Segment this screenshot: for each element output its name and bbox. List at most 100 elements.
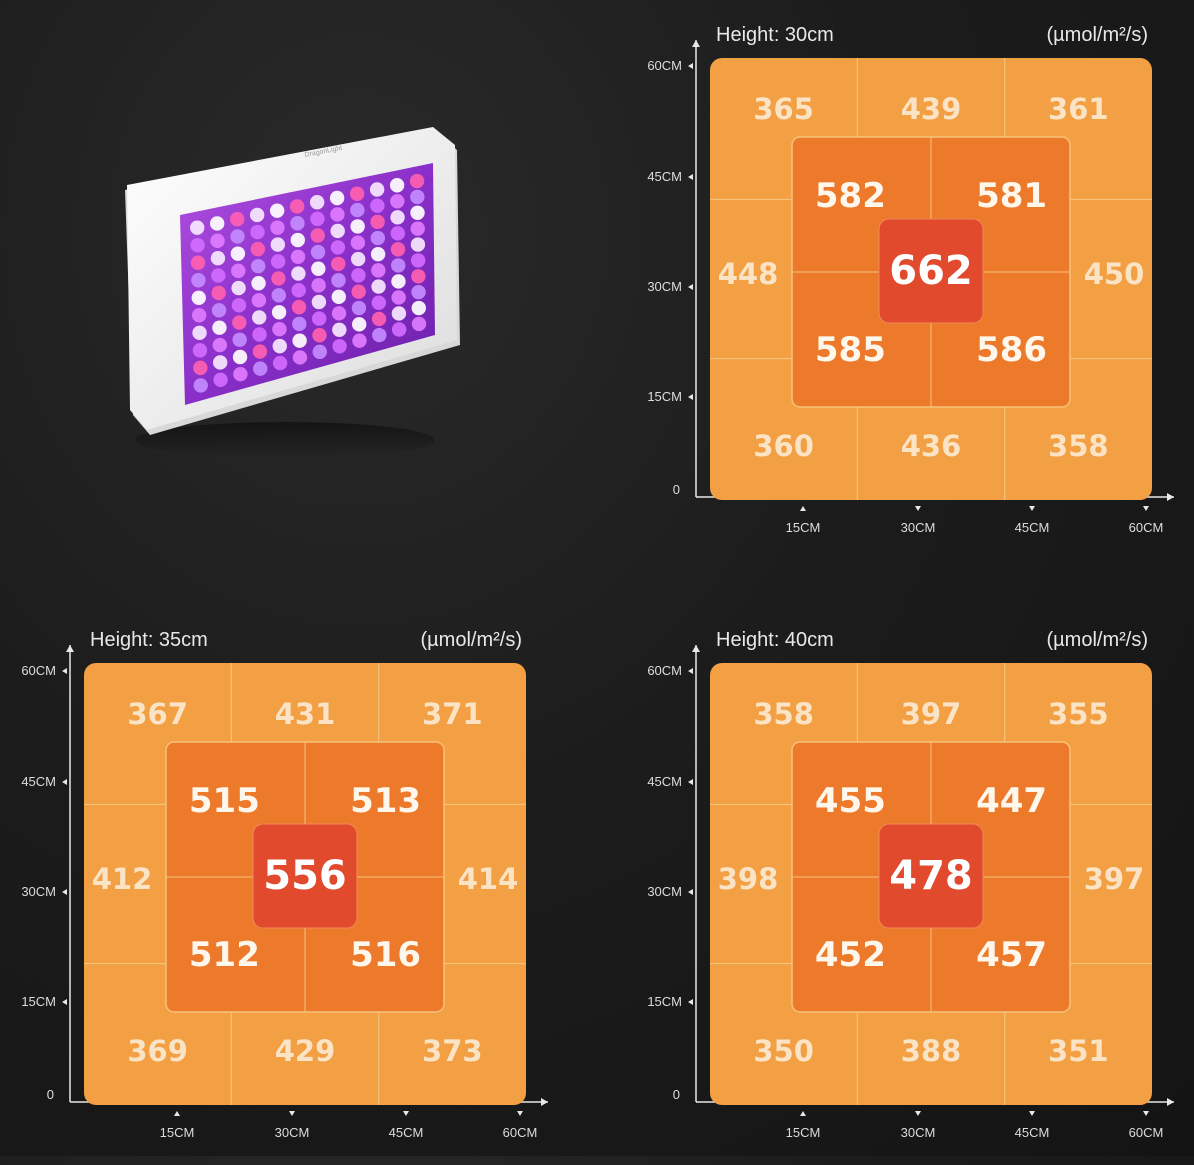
led-dot xyxy=(270,254,286,269)
led-dot xyxy=(351,268,366,283)
led-dot xyxy=(231,263,246,279)
x-tick-label: 45CM xyxy=(1014,1125,1050,1140)
led-dot xyxy=(411,300,426,316)
led-dot xyxy=(270,220,285,235)
led-dot xyxy=(272,321,287,337)
outer-value-top: 439 xyxy=(900,92,962,126)
led-dot xyxy=(309,195,325,210)
led-dot xyxy=(311,311,327,326)
middle-value: 582 xyxy=(814,176,886,217)
led-dot xyxy=(371,311,387,327)
middle-value: 512 xyxy=(188,935,260,976)
led-dot xyxy=(411,269,426,284)
led-dot xyxy=(350,202,365,218)
led-dot xyxy=(192,343,208,358)
y-tick-marker xyxy=(688,779,693,785)
led-dot xyxy=(189,220,205,235)
led-dot xyxy=(390,242,406,257)
led-dot xyxy=(391,274,406,289)
led-dot xyxy=(371,263,386,278)
led-dot xyxy=(190,255,206,270)
heatmap-panel-30cm: Height: 30cm (µmol/m²/s) 60CM 45CM 30CM 15CM 0… xyxy=(634,20,1194,560)
led-dot xyxy=(250,258,266,274)
led-dot xyxy=(310,244,326,260)
led-dot xyxy=(330,207,345,222)
led-dot xyxy=(192,325,207,341)
led-dot xyxy=(191,290,206,305)
led-dot xyxy=(291,266,306,281)
y-tick-marker xyxy=(688,889,693,895)
led-dot xyxy=(332,322,347,337)
x-tick-marker xyxy=(915,506,921,511)
outer-value-top: 431 xyxy=(274,697,336,731)
x-tick-label: 30CM xyxy=(900,1125,936,1140)
x-tick-marker xyxy=(174,1111,180,1116)
led-dot xyxy=(290,216,305,231)
outer-value-bottom: 358 xyxy=(1048,429,1109,463)
led-dot xyxy=(410,253,426,268)
led-dot xyxy=(252,310,267,325)
led-dot xyxy=(193,378,208,393)
led-dot xyxy=(212,355,228,370)
y-axis-arrow xyxy=(692,645,700,652)
heatmap-panel-40cm: Height: 40cm (µmol/m²/s) 60CM 45CM 30CM 15CM 0… xyxy=(634,625,1194,1165)
y-tick-label: 15CM xyxy=(647,994,682,1009)
panel-unit: (µmol/m²/s) xyxy=(1046,24,1148,46)
outer-value-top: 371 xyxy=(422,697,483,731)
grow-light-svg: DragonLight xyxy=(125,127,460,458)
middle-value: 586 xyxy=(976,330,1048,371)
outer-value-bottom: 429 xyxy=(274,1034,336,1068)
panel-title: Height: 35cm xyxy=(90,629,208,651)
led-dot xyxy=(331,289,346,305)
panel-title: Height: 40cm xyxy=(716,629,834,651)
led-dot xyxy=(231,280,246,296)
middle-value: 457 xyxy=(976,935,1048,976)
y-tick-marker xyxy=(62,889,67,895)
led-dot xyxy=(411,284,426,300)
x-tick-marker xyxy=(1143,506,1149,511)
led-dot xyxy=(352,333,367,348)
led-dot xyxy=(271,305,287,320)
y-tick-marker xyxy=(688,174,693,180)
led-dot xyxy=(391,258,406,273)
led-array xyxy=(189,173,427,393)
center-value: 556 xyxy=(263,853,347,899)
y-tick-marker xyxy=(688,999,693,1005)
x-tick-marker xyxy=(1143,1111,1149,1116)
y-tick-marker xyxy=(688,394,693,400)
y-tick-label: 45CM xyxy=(647,774,682,789)
led-dot xyxy=(210,250,226,266)
middle-value: 515 xyxy=(188,781,260,822)
led-dot xyxy=(269,203,285,218)
led-dot xyxy=(332,339,347,354)
outer-value-left: 448 xyxy=(717,257,779,291)
led-dot xyxy=(231,298,247,313)
led-dot xyxy=(229,211,245,227)
led-dot xyxy=(370,247,386,262)
led-dot xyxy=(292,350,308,365)
outer-value-bottom: 360 xyxy=(753,429,814,463)
led-dot xyxy=(191,273,206,288)
outer-value-bottom: 350 xyxy=(753,1034,814,1068)
middle-value: 585 xyxy=(814,330,886,371)
led-dot xyxy=(211,268,226,283)
led-dot xyxy=(371,295,387,310)
y-tick-label: 60CM xyxy=(21,663,56,678)
led-dot xyxy=(230,246,246,261)
y-tick-label: 30CM xyxy=(21,884,56,899)
x-tick-marker xyxy=(1029,1111,1035,1116)
led-dot xyxy=(252,344,268,359)
led-dot xyxy=(253,361,268,376)
led-dot xyxy=(211,303,227,318)
led-dot xyxy=(370,198,385,213)
y-tick-label: 45CM xyxy=(647,169,682,184)
outer-value-top: 355 xyxy=(1048,697,1109,731)
led-dot xyxy=(290,249,306,264)
x-tick-label: 15CM xyxy=(785,1125,821,1140)
led-dot xyxy=(350,251,366,267)
heatmap-svg xyxy=(62,645,548,1116)
heatmap-panel-35cm: Height: 35cm (µmol/m²/s) 60CM 45CM 30CM 15CM 0… xyxy=(8,625,568,1165)
led-dot xyxy=(272,355,288,371)
led-dot xyxy=(349,186,365,201)
led-dot xyxy=(212,337,228,353)
